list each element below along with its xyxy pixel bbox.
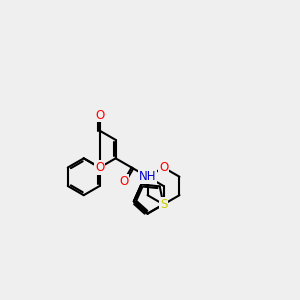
Text: O: O <box>119 175 128 188</box>
Text: O: O <box>95 109 104 122</box>
Text: O: O <box>95 161 104 174</box>
Text: O: O <box>159 161 168 174</box>
Text: NH: NH <box>139 170 156 183</box>
Text: S: S <box>160 198 167 211</box>
Text: N: N <box>159 198 168 211</box>
